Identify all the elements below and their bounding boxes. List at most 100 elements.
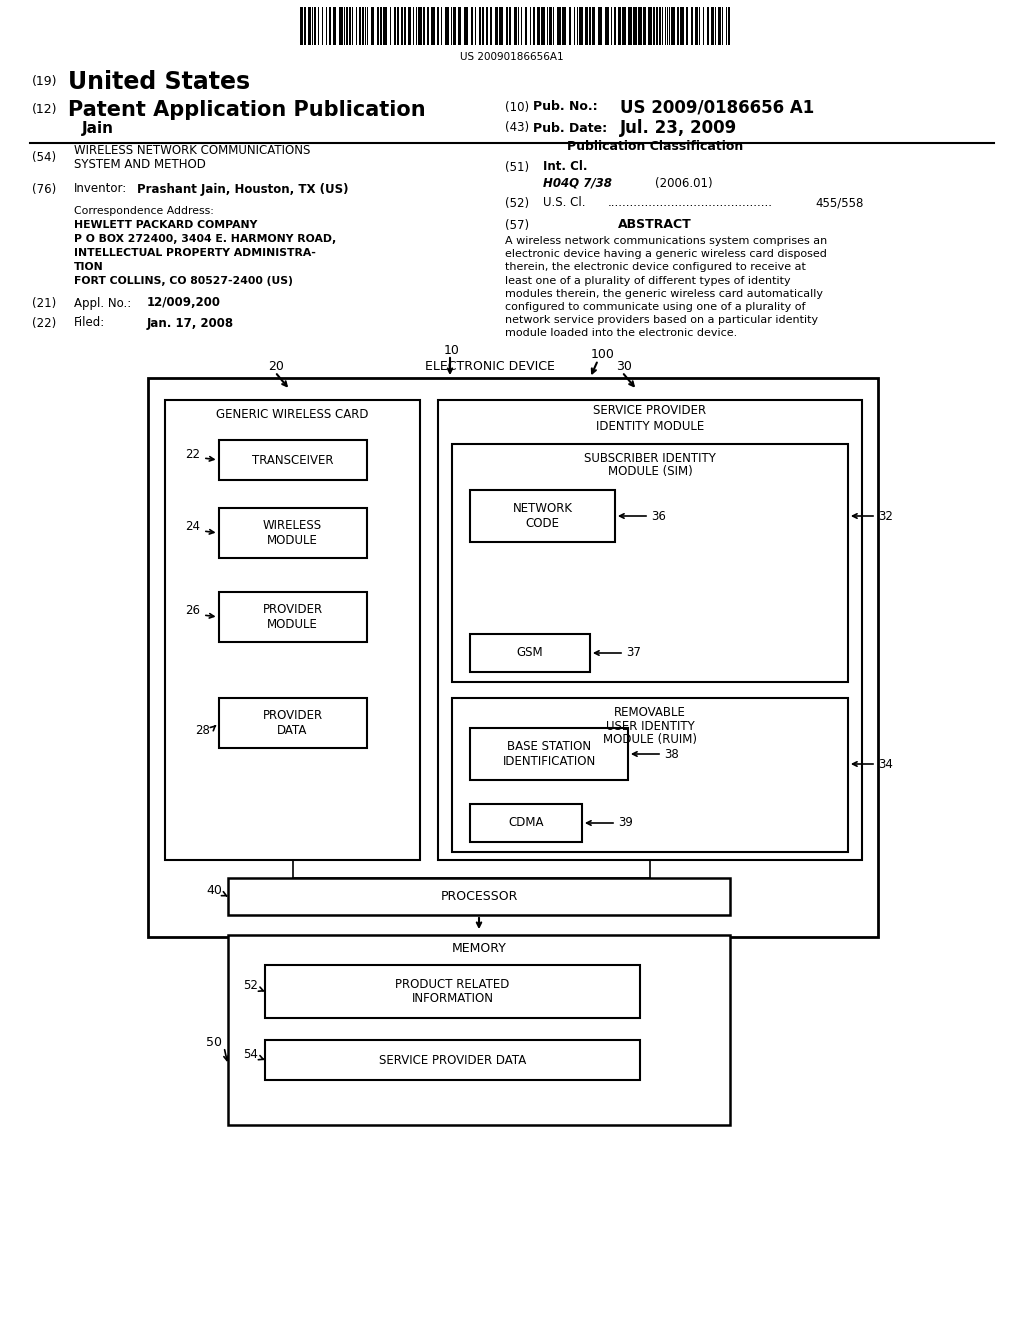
Bar bbox=[537, 7, 540, 45]
Text: Int. Cl.: Int. Cl. bbox=[543, 161, 588, 173]
Text: SUBSCRIBER IDENTITY: SUBSCRIBER IDENTITY bbox=[584, 451, 716, 465]
Bar bbox=[218, 508, 367, 558]
Bar bbox=[707, 7, 709, 45]
Text: GSM: GSM bbox=[517, 647, 544, 660]
Text: 36: 36 bbox=[651, 510, 666, 523]
Text: therein, the electronic device configured to receive at: therein, the electronic device configure… bbox=[505, 263, 806, 272]
Text: Appl. No.:: Appl. No.: bbox=[74, 297, 131, 309]
Bar bbox=[401, 7, 403, 45]
Bar bbox=[265, 1040, 640, 1080]
Text: Inventor:: Inventor: bbox=[74, 182, 127, 195]
Text: 38: 38 bbox=[664, 747, 679, 760]
Bar bbox=[228, 878, 730, 915]
Bar bbox=[377, 7, 379, 45]
Text: 26: 26 bbox=[185, 605, 200, 618]
Bar bbox=[569, 7, 571, 45]
Text: Pub. No.:: Pub. No.: bbox=[534, 100, 598, 114]
Text: Jain: Jain bbox=[82, 120, 114, 136]
Bar bbox=[562, 7, 566, 45]
Bar bbox=[622, 7, 626, 45]
Text: electronic device having a generic wireless card disposed: electronic device having a generic wirel… bbox=[505, 249, 826, 259]
Bar bbox=[514, 7, 517, 45]
Bar bbox=[589, 7, 591, 45]
Bar bbox=[680, 7, 684, 45]
Bar bbox=[394, 7, 396, 45]
Text: Pub. Date:: Pub. Date: bbox=[534, 121, 607, 135]
Bar bbox=[525, 7, 527, 45]
Bar bbox=[557, 7, 561, 45]
Bar bbox=[470, 729, 628, 780]
Text: Jan. 17, 2008: Jan. 17, 2008 bbox=[147, 317, 234, 330]
Text: Filed:: Filed: bbox=[74, 317, 105, 330]
Text: FORT COLLINS, CO 80527-2400 (US): FORT COLLINS, CO 80527-2400 (US) bbox=[74, 276, 293, 286]
Bar bbox=[333, 7, 336, 45]
Text: 50: 50 bbox=[206, 1035, 222, 1048]
Text: (19): (19) bbox=[32, 75, 57, 88]
Bar bbox=[445, 7, 449, 45]
Text: BASE STATION
IDENTIFICATION: BASE STATION IDENTIFICATION bbox=[503, 741, 596, 768]
Text: 24: 24 bbox=[185, 520, 200, 533]
Text: United States: United States bbox=[68, 70, 250, 94]
Bar bbox=[718, 7, 721, 45]
Bar bbox=[499, 7, 503, 45]
Bar bbox=[371, 7, 374, 45]
Bar bbox=[308, 7, 311, 45]
Bar bbox=[148, 378, 878, 937]
Text: 22: 22 bbox=[185, 447, 200, 461]
Bar bbox=[618, 7, 621, 45]
Bar bbox=[549, 7, 552, 45]
Bar bbox=[418, 7, 422, 45]
Bar bbox=[383, 7, 387, 45]
Bar bbox=[643, 7, 646, 45]
Bar bbox=[458, 7, 461, 45]
Text: 30: 30 bbox=[616, 360, 632, 374]
Bar bbox=[592, 7, 595, 45]
Text: (2006.01): (2006.01) bbox=[655, 177, 713, 190]
Text: P O BOX 272400, 3404 E. HARMONY ROAD,: P O BOX 272400, 3404 E. HARMONY ROAD, bbox=[74, 234, 336, 244]
Text: Correspondence Address:: Correspondence Address: bbox=[74, 206, 214, 216]
Bar bbox=[671, 7, 675, 45]
Text: 100: 100 bbox=[591, 348, 614, 362]
Bar bbox=[423, 7, 425, 45]
Text: 40: 40 bbox=[206, 884, 222, 898]
Bar bbox=[479, 7, 481, 45]
Text: 32: 32 bbox=[878, 510, 893, 523]
Bar bbox=[605, 7, 609, 45]
Bar bbox=[628, 7, 632, 45]
Bar bbox=[585, 7, 588, 45]
Text: MEMORY: MEMORY bbox=[452, 942, 507, 956]
Bar bbox=[339, 7, 343, 45]
Bar bbox=[648, 7, 652, 45]
Bar bbox=[300, 7, 303, 45]
Bar bbox=[218, 440, 367, 480]
Text: SERVICE PROVIDER DATA: SERVICE PROVIDER DATA bbox=[379, 1053, 526, 1067]
Bar bbox=[349, 7, 351, 45]
Text: network service providers based on a particular identity: network service providers based on a par… bbox=[505, 315, 818, 325]
Text: (54): (54) bbox=[32, 150, 56, 164]
Bar bbox=[329, 7, 331, 45]
Bar bbox=[653, 7, 655, 45]
Text: H04Q 7/38: H04Q 7/38 bbox=[543, 177, 612, 190]
Text: (52): (52) bbox=[505, 197, 529, 210]
Bar bbox=[265, 965, 640, 1018]
Bar bbox=[695, 7, 698, 45]
Text: A wireless network communications system comprises an: A wireless network communications system… bbox=[505, 236, 827, 246]
Text: least one of a plurality of different types of identity: least one of a plurality of different ty… bbox=[505, 276, 791, 285]
Bar bbox=[470, 634, 590, 672]
Bar bbox=[437, 7, 439, 45]
Text: SERVICE PROVIDER: SERVICE PROVIDER bbox=[594, 404, 707, 417]
Text: GENERIC WIRELESS CARD: GENERIC WIRELESS CARD bbox=[216, 408, 369, 421]
Text: (21): (21) bbox=[32, 297, 56, 309]
Bar bbox=[471, 7, 473, 45]
Bar bbox=[656, 7, 658, 45]
Bar bbox=[452, 698, 848, 851]
Text: TION: TION bbox=[74, 261, 103, 272]
Text: ABSTRACT: ABSTRACT bbox=[618, 219, 692, 231]
Text: U.S. Cl.: U.S. Cl. bbox=[543, 197, 586, 210]
Bar bbox=[579, 7, 583, 45]
Bar bbox=[614, 7, 616, 45]
Text: WIRELESS
MODULE: WIRELESS MODULE bbox=[263, 519, 323, 546]
Text: Prashant Jain, Houston, TX (US): Prashant Jain, Houston, TX (US) bbox=[137, 182, 348, 195]
Bar bbox=[486, 7, 488, 45]
Bar bbox=[509, 7, 511, 45]
